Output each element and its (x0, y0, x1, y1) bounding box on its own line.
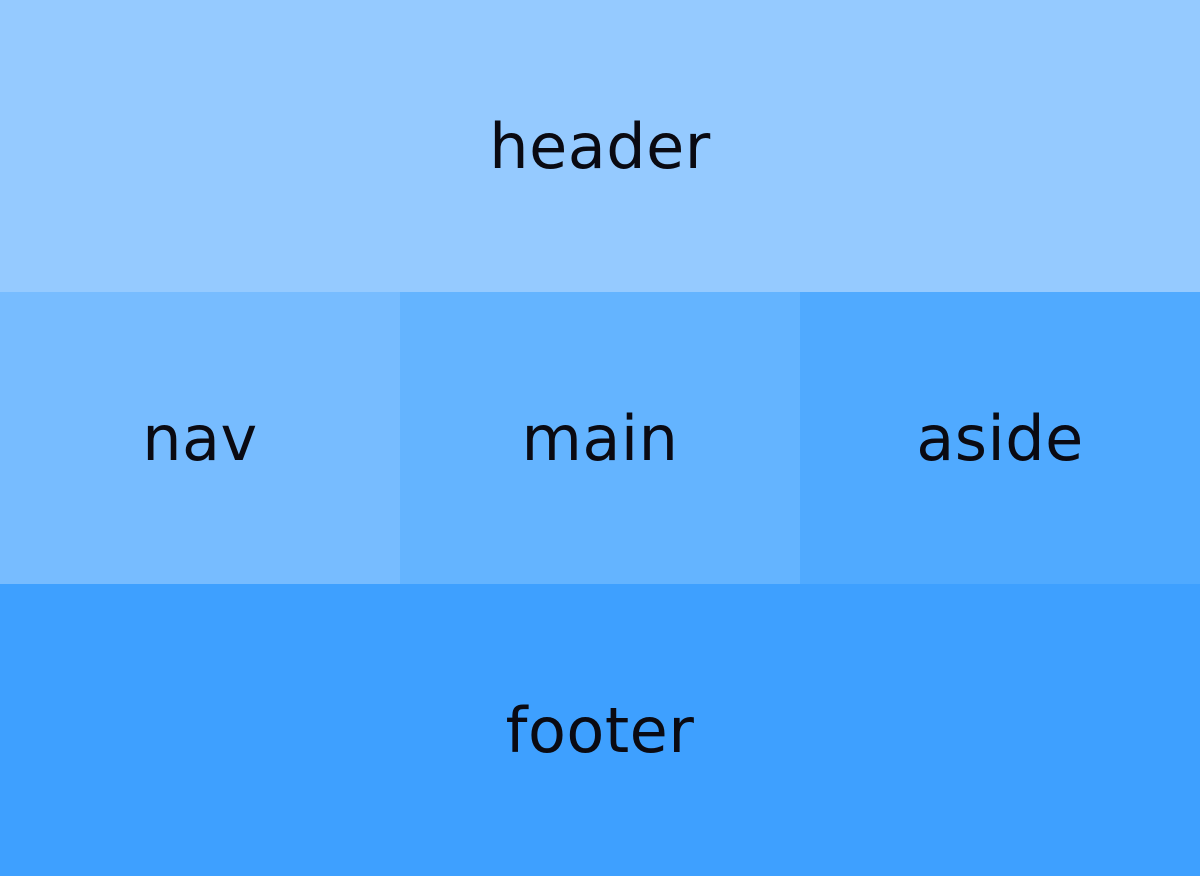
nav-region: nav (0, 292, 400, 584)
main-label: main (521, 401, 679, 475)
footer-region: footer (0, 584, 1200, 876)
main-region: main (400, 292, 800, 584)
header-label: header (489, 109, 711, 183)
header-region: header (0, 0, 1200, 292)
aside-label: aside (916, 401, 1084, 475)
aside-region: aside (800, 292, 1200, 584)
nav-label: nav (142, 401, 258, 475)
footer-label: footer (505, 693, 695, 767)
